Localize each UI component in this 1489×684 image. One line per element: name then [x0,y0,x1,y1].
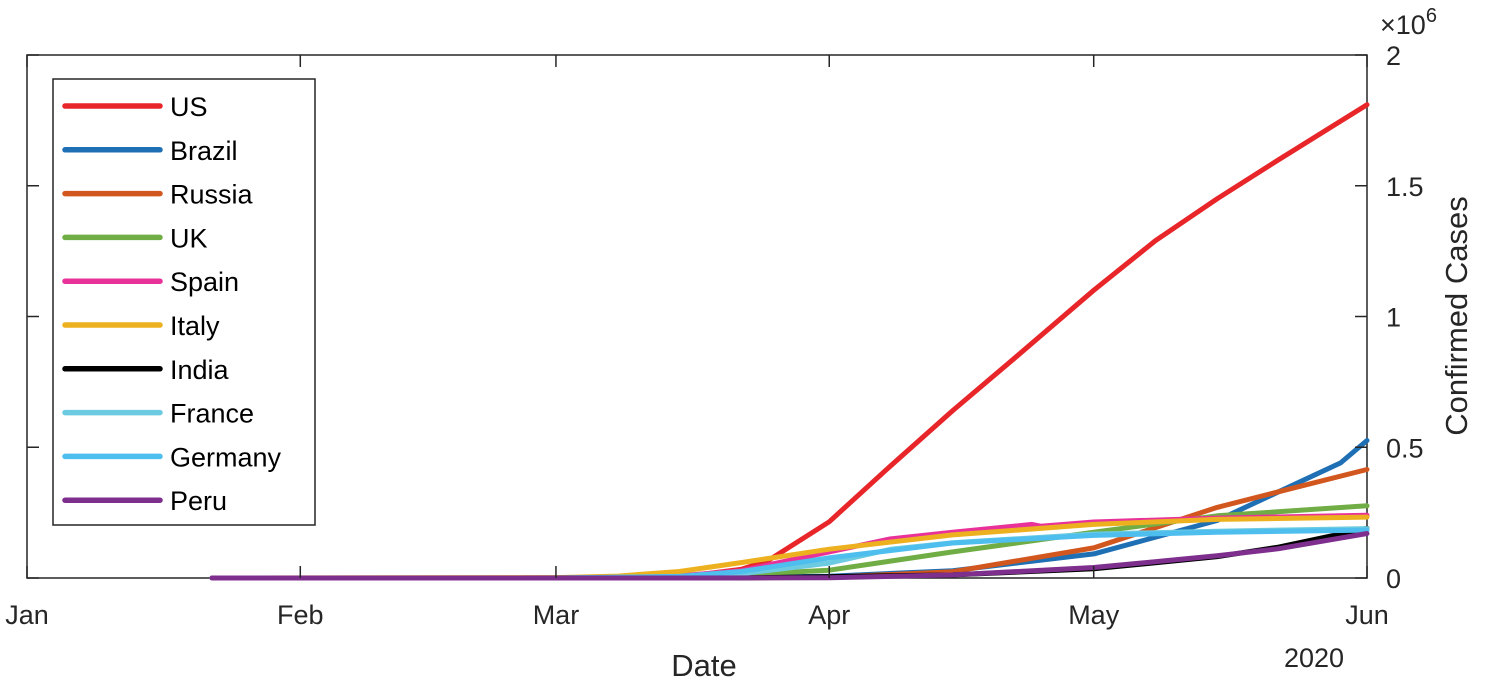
y-tick-label: 0.5 [1386,433,1424,463]
legend-label-italy: Italy [170,311,220,341]
y-axis-exponent: ×106 [1380,5,1437,40]
x-axis-title: Date [671,648,736,683]
legend-label-india: India [170,355,230,385]
x-tick-label: Jan [5,600,49,630]
legend-label-uk: UK [170,223,208,253]
y-tick-label: 1.5 [1386,172,1424,202]
series-line-us [209,102,1370,581]
legend-label-peru: Peru [170,486,227,516]
x-tick-label: Mar [533,600,580,630]
x-tick-label: Apr [808,600,850,630]
legend-label-brazil: Brazil [170,136,238,166]
legend: US Brazil Russia UK Spain Italy India France Ger… [52,78,316,526]
y-tick-label: 0 [1386,564,1401,594]
legend-label-germany: Germany [170,442,282,472]
series-line-peru [209,531,1370,581]
y-exponent-power: 6 [1426,5,1437,27]
y-axis-title: Confirmed Cases [1439,196,1474,435]
legend-label-france: France [170,399,254,429]
x-axis: Jan Feb Mar Apr May Jun [5,55,1389,630]
x-tick-label: Jun [1345,600,1389,630]
y-tick-label: 2 [1386,41,1401,71]
y-exponent-base: ×10 [1380,10,1426,40]
x-tick-label: Feb [277,600,324,630]
y-axis: 0 0.5 1 1.5 2 [27,41,1424,594]
x-axis-year-label: 2020 [1284,643,1344,673]
y-tick-label: 1 [1386,303,1401,333]
legend-label-us: US [170,92,208,122]
legend-box [52,78,316,526]
x-tick-label: May [1068,600,1120,630]
series-lines [209,102,1370,581]
legend-label-spain: Spain [170,267,239,297]
legend-label-russia: Russia [170,180,254,210]
